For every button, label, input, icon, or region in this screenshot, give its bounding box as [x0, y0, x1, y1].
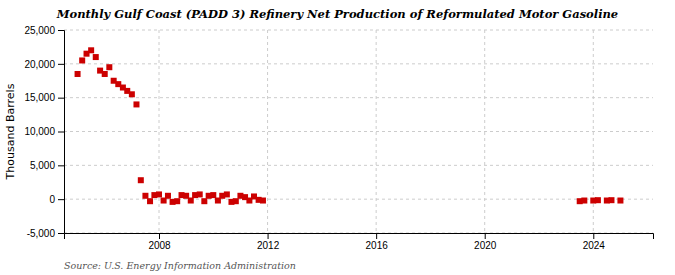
point [260, 198, 266, 204]
y-tick-mark [58, 165, 64, 166]
point [102, 71, 108, 77]
grid-line-x [159, 30, 160, 233]
point [188, 198, 194, 204]
x-tick-label: 2024 [583, 240, 606, 251]
plot-area: 2008 2012 2016 2020 2024 -5,000 0 5,000 10,000 15… [24, 25, 653, 251]
x-axis: 2008 2012 2016 2020 2024 [65, 233, 654, 251]
y-tick-mark [58, 64, 64, 65]
y-tick-label: 10,000 [24, 126, 55, 137]
point [79, 57, 85, 63]
x-tick: 2008 [148, 233, 171, 251]
y-tick: 25,000 [24, 25, 64, 36]
point [75, 71, 81, 77]
y-tick-label: -5,000 [27, 228, 56, 239]
x-tick-mark [593, 233, 594, 239]
grid-line-x [267, 30, 268, 233]
point [210, 192, 216, 198]
y-tick-mark [58, 199, 64, 200]
y-tick-mark [58, 233, 64, 234]
y-tick-mark [58, 98, 64, 99]
y-tick-mark [58, 132, 64, 133]
grid-line-y [64, 97, 653, 98]
x-tick: 2016 [366, 233, 389, 251]
point [224, 191, 230, 197]
x-axis-line [65, 234, 654, 240]
point [581, 198, 587, 204]
point [165, 193, 171, 199]
x-tick-label: 2020 [474, 240, 497, 251]
y-tick-label: 20,000 [24, 59, 55, 70]
x-tick-label: 2008 [148, 240, 171, 251]
chart: 2008 2012 2016 2020 2024 -5,000 0 5,000 10,000 15… [0, 0, 675, 275]
y-tick-label: 5,000 [30, 160, 55, 171]
x-tick-mark [268, 233, 269, 239]
point [106, 64, 112, 70]
point [608, 197, 614, 203]
point [595, 197, 601, 203]
source: Source: U.S. Energy Information Administ… [64, 260, 296, 271]
y-tick: 15,000 [24, 92, 64, 103]
y-axis: -5,000 0 5,000 10,000 15,000 20,000 25,000 [24, 25, 64, 239]
y-axis-title: Thousand Barrels [4, 83, 17, 180]
x-tick: 2024 [583, 233, 606, 251]
point [133, 101, 139, 107]
x-tick: 2012 [257, 233, 280, 251]
point [129, 91, 135, 97]
points [75, 47, 624, 205]
point [174, 198, 180, 204]
grid-line-y [64, 63, 653, 64]
grid-line-y [64, 165, 653, 166]
x-tick-mark [485, 233, 486, 239]
y-tick-label: 15,000 [24, 92, 55, 103]
x-tick-label: 2012 [257, 240, 280, 251]
x-tick-label: 2016 [366, 240, 389, 251]
y-tick-label: 0 [49, 194, 55, 205]
point [201, 198, 207, 204]
grid [64, 30, 653, 233]
y-tick: -5,000 [27, 228, 64, 239]
x-tick: 2020 [474, 233, 497, 251]
point [88, 47, 94, 53]
point [93, 54, 99, 60]
y-tick-mark [58, 30, 64, 31]
point [147, 198, 153, 204]
point [197, 191, 203, 197]
grid-line-y [64, 30, 653, 31]
y-tick: 10,000 [24, 126, 64, 137]
x-tick-mark [159, 233, 160, 239]
grid-line-y [64, 131, 653, 132]
x-tick-mark [376, 233, 377, 239]
y-tick: 5,000 [30, 160, 64, 171]
title: Monthly Gulf Coast (PADD 3) Refinery Net… [56, 7, 618, 21]
point [138, 177, 144, 183]
y-tick: 20,000 [24, 59, 64, 70]
y-axis-line [58, 31, 65, 234]
point [156, 191, 162, 197]
y-tick: 0 [49, 194, 64, 205]
point [233, 198, 239, 204]
y-tick-label: 25,000 [24, 25, 55, 36]
point [142, 193, 148, 199]
point [617, 198, 623, 204]
